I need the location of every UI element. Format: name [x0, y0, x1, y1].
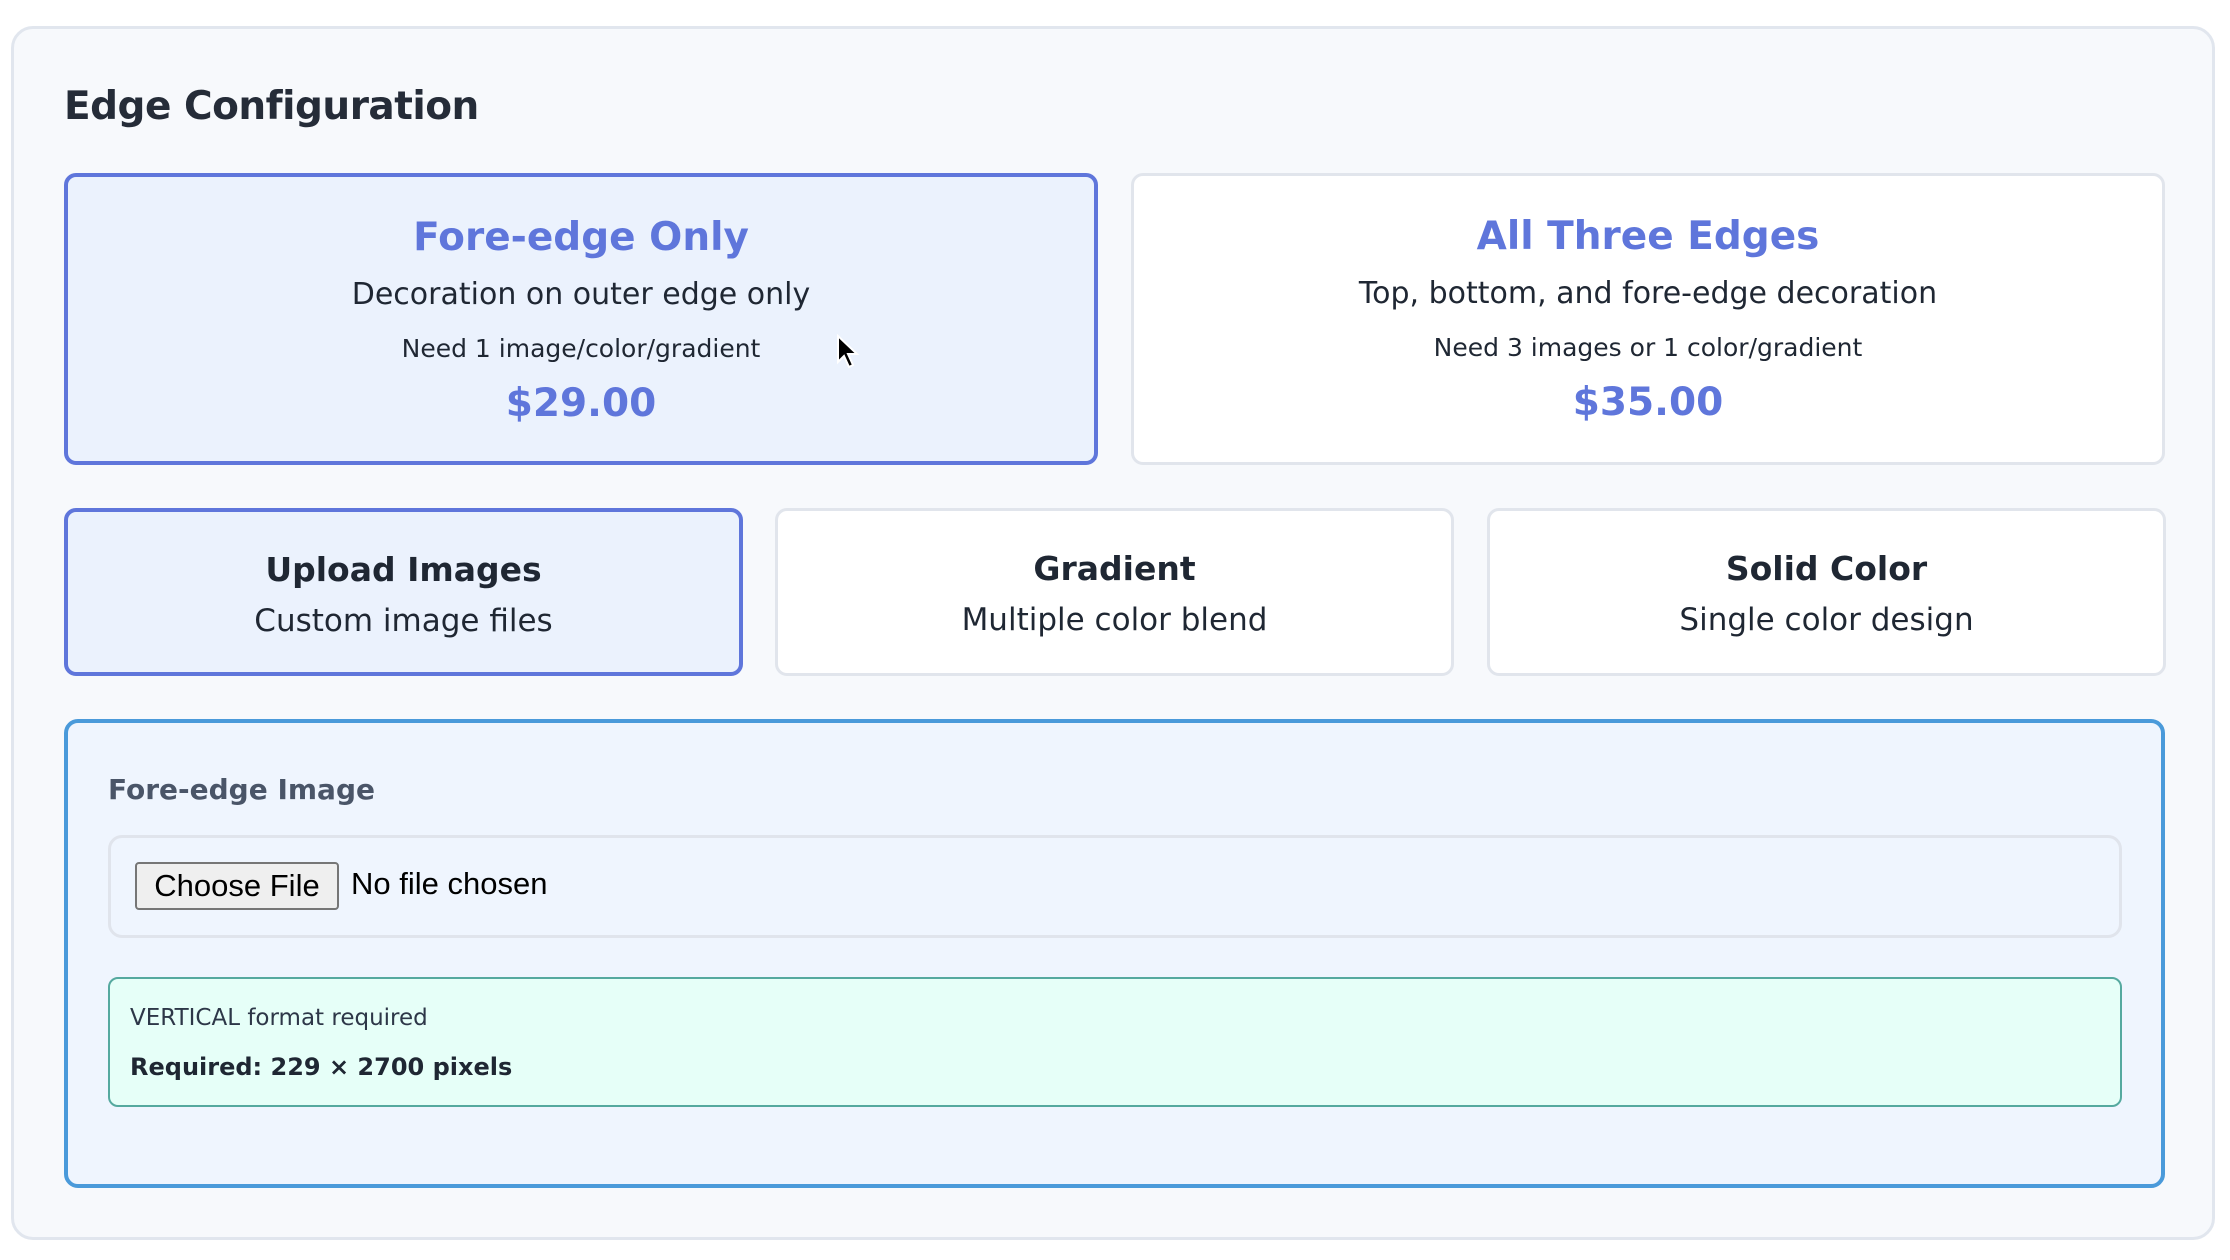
mouse-cursor-icon	[837, 334, 860, 369]
mode-description: Multiple color blend	[961, 602, 1268, 638]
option-description: Top, bottom, and fore-edge decoration	[1358, 276, 1938, 311]
option-price: $35.00	[1572, 380, 1724, 425]
mode-title: Upload Images	[265, 550, 542, 589]
upload-label: Fore-edge Image	[108, 773, 375, 806]
mode-gradient[interactable]: Gradient Multiple color blend	[775, 508, 1454, 676]
choose-file-button[interactable]: Choose File	[135, 862, 339, 910]
mode-description: Custom image files	[254, 603, 553, 639]
option-need: Need 1 image/color/gradient	[401, 334, 761, 363]
option-fore-edge-only[interactable]: Fore-edge Only Decoration on outer edge …	[64, 173, 1098, 465]
format-note: VERTICAL format required	[130, 1005, 428, 1031]
upload-section: Fore-edge Image Choose File No file chos…	[64, 719, 2165, 1188]
file-status: No file chosen	[351, 866, 548, 901]
option-all-three-edges[interactable]: All Three Edges Top, bottom, and fore-ed…	[1131, 173, 2165, 465]
option-need: Need 3 images or 1 color/gradient	[1433, 333, 1863, 362]
file-input[interactable]: Choose File No file chosen	[108, 835, 2122, 938]
mode-title: Gradient	[1033, 549, 1196, 588]
size-requirement: Required: 229 × 2700 pixels	[130, 1053, 513, 1081]
option-title: Fore-edge Only	[413, 215, 749, 260]
option-title: All Three Edges	[1476, 214, 1820, 259]
option-description: Decoration on outer edge only	[351, 277, 811, 312]
mode-solid-color[interactable]: Solid Color Single color design	[1487, 508, 2166, 676]
requirements-box: VERTICAL format required Required: 229 ×…	[108, 977, 2122, 1107]
mode-title: Solid Color	[1725, 549, 1928, 588]
mode-upload-images[interactable]: Upload Images Custom image files	[64, 508, 743, 676]
mode-description: Single color design	[1679, 602, 1974, 638]
option-price: $29.00	[505, 381, 657, 426]
section-title: Edge Configuration	[64, 84, 479, 129]
